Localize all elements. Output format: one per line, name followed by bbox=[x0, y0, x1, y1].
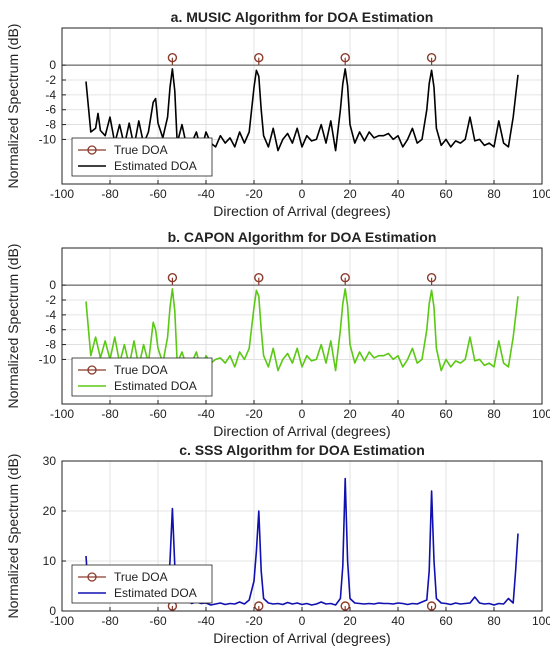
estimated-doa-line bbox=[85, 68, 519, 152]
x-tick-label: -40 bbox=[197, 187, 215, 201]
x-tick-label: 100 bbox=[532, 187, 550, 201]
chart-title: b. CAPON Algorithm for DOA Estimation bbox=[168, 229, 437, 245]
legend-box bbox=[71, 564, 213, 604]
y-tick-label: -6 bbox=[45, 103, 56, 117]
x-tick-label: -20 bbox=[245, 407, 263, 421]
x-tick-label: -40 bbox=[197, 407, 215, 421]
y-tick-label: -8 bbox=[45, 338, 56, 352]
y-tick-label: -4 bbox=[45, 88, 56, 102]
x-axis-label: Direction of Arrival (degrees) bbox=[213, 423, 390, 439]
true-doa-marker bbox=[254, 273, 264, 283]
legend-true-doa-label: True DOA bbox=[114, 570, 168, 584]
x-tick-label: 0 bbox=[299, 187, 306, 201]
true-doa-marker bbox=[426, 601, 437, 611]
true-doa-marker bbox=[167, 53, 178, 63]
x-tick-label: -40 bbox=[197, 614, 215, 628]
x-tick-label: 80 bbox=[487, 614, 501, 628]
y-tick-label: -8 bbox=[45, 118, 56, 132]
y-tick-label: 0 bbox=[49, 58, 56, 72]
legend: True DOA Estimated DOA bbox=[71, 137, 213, 177]
x-tick-label: -80 bbox=[101, 407, 119, 421]
chart-title: c. SSS Algorithm for DOA Estimation bbox=[179, 442, 425, 458]
legend: True DOA Estimated DOA bbox=[71, 564, 213, 604]
x-tick-label: -100 bbox=[50, 187, 74, 201]
y-tick-label: -2 bbox=[45, 293, 56, 307]
x-tick-label: 60 bbox=[439, 407, 453, 421]
x-tick-label: -100 bbox=[50, 614, 74, 628]
legend-true-doa-label: True DOA bbox=[114, 143, 168, 157]
legend-true-doa-label: True DOA bbox=[114, 363, 168, 377]
x-tick-label: 0 bbox=[299, 614, 306, 628]
x-tick-label: 20 bbox=[343, 614, 357, 628]
legend-true-doa-marker bbox=[87, 145, 97, 155]
x-tick-label: -80 bbox=[101, 187, 119, 201]
y-tick-label: 10 bbox=[43, 554, 57, 568]
x-tick-label: 40 bbox=[391, 614, 405, 628]
x-axis-label: Direction of Arrival (degrees) bbox=[213, 203, 390, 219]
x-tick-label: -60 bbox=[149, 614, 167, 628]
x-tick-label: 80 bbox=[487, 407, 501, 421]
chart-panel-1: -100 -80 -60 -40 -20 0 20 40 60 80 1000-2-4-6-8-10… bbox=[5, 9, 550, 219]
chart-panel-2: -100 -80 -60 -40 -20 0 20 40 60 80 1000-2-4-6-8-10… bbox=[5, 229, 550, 439]
y-tick-label: 0 bbox=[49, 604, 56, 618]
x-tick-label: 100 bbox=[532, 614, 550, 628]
chart-panel-3: -100 -80 -60 -40 -20 0 20 40 60 80 100 0 10 20 30 c. SS… bbox=[5, 442, 550, 646]
legend-estimated-doa-label: Estimated DOA bbox=[114, 159, 197, 173]
legend-estimated-doa-label: Estimated DOA bbox=[114, 586, 197, 600]
true-doa-marker bbox=[254, 601, 264, 611]
x-tick-label: 20 bbox=[343, 187, 357, 201]
legend-true-doa-marker bbox=[87, 365, 97, 375]
legend: True DOA Estimated DOA bbox=[71, 357, 213, 397]
true-doa-marker bbox=[340, 53, 350, 63]
y-tick-label: 30 bbox=[43, 454, 57, 468]
y-axis-label: Normalized Spectrum (dB) bbox=[5, 244, 21, 409]
x-tick-label: 80 bbox=[487, 187, 501, 201]
y-tick-label: -4 bbox=[45, 308, 56, 322]
y-axis-label: Normalized Spectrum (dB) bbox=[5, 454, 21, 619]
true-doa-marker bbox=[426, 273, 437, 283]
true-doa-marker bbox=[254, 53, 264, 63]
y-tick-label: -6 bbox=[45, 323, 56, 337]
true-doa-marker bbox=[426, 53, 437, 63]
x-tick-label: 60 bbox=[439, 614, 453, 628]
x-tick-label: -80 bbox=[101, 614, 119, 628]
x-tick-label: -100 bbox=[50, 407, 74, 421]
x-tick-label: 40 bbox=[391, 187, 405, 201]
legend-box bbox=[71, 357, 213, 397]
y-tick-label: -10 bbox=[39, 132, 57, 146]
y-tick-label: -10 bbox=[39, 352, 57, 366]
x-tick-label: -60 bbox=[149, 407, 167, 421]
chart-title: a. MUSIC Algorithm for DOA Estimation bbox=[171, 9, 434, 25]
legend-estimated-doa-label: Estimated DOA bbox=[114, 379, 197, 393]
x-tick-label: 0 bbox=[299, 407, 306, 421]
x-tick-label: 100 bbox=[532, 407, 550, 421]
true-doa-marker bbox=[340, 601, 350, 611]
estimated-doa-line bbox=[85, 288, 519, 372]
true-doa-marker bbox=[340, 273, 350, 283]
legend-true-doa-marker bbox=[87, 572, 97, 582]
x-tick-label: 40 bbox=[391, 407, 405, 421]
x-axis-label: Direction of Arrival (degrees) bbox=[213, 630, 390, 646]
true-doa-marker bbox=[167, 273, 178, 283]
y-tick-label: 0 bbox=[49, 278, 56, 292]
x-tick-label: -60 bbox=[149, 187, 167, 201]
x-tick-label: 20 bbox=[343, 407, 357, 421]
x-tick-label: 60 bbox=[439, 187, 453, 201]
legend-box bbox=[71, 137, 213, 177]
y-tick-label: 20 bbox=[43, 504, 57, 518]
y-axis-label: Normalized Spectrum (dB) bbox=[5, 24, 21, 189]
x-tick-label: -20 bbox=[245, 187, 263, 201]
x-tick-label: -20 bbox=[245, 614, 263, 628]
y-tick-label: -2 bbox=[45, 73, 56, 87]
